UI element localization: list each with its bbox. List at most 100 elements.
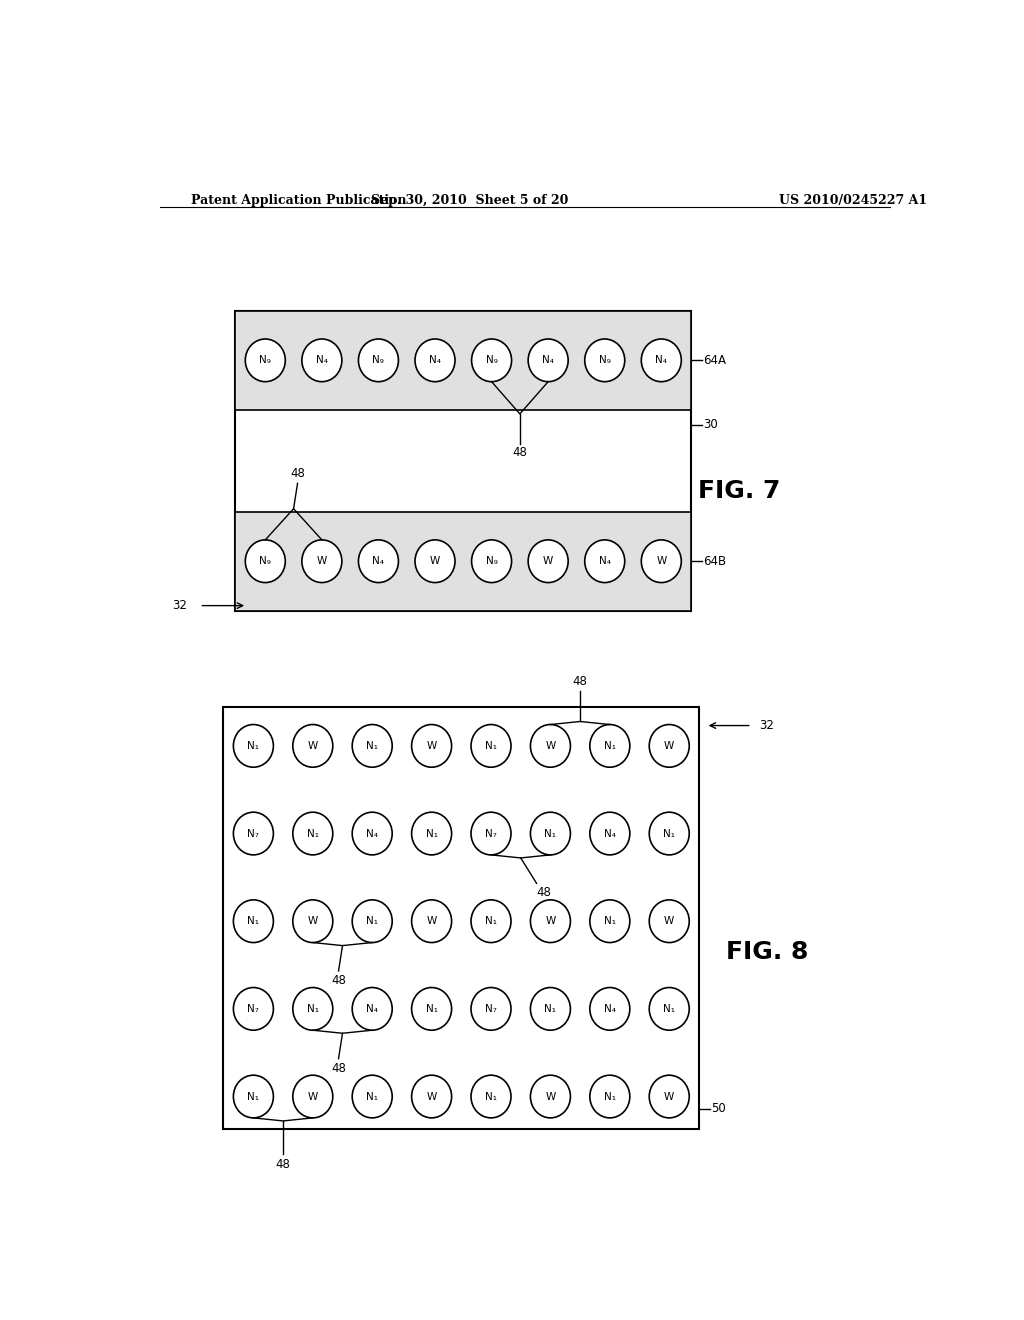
Text: N₄: N₄ (655, 355, 668, 366)
Text: N₁: N₁ (604, 741, 615, 751)
Ellipse shape (528, 339, 568, 381)
Ellipse shape (293, 812, 333, 855)
Text: N₁: N₁ (367, 916, 378, 927)
Text: 48: 48 (512, 446, 527, 459)
Text: N₁: N₁ (426, 829, 437, 838)
Text: N₇: N₇ (485, 1005, 497, 1014)
Ellipse shape (293, 987, 333, 1030)
Ellipse shape (412, 987, 452, 1030)
Text: W: W (665, 916, 675, 927)
Text: N₉: N₉ (259, 556, 271, 566)
Text: N₁: N₁ (485, 916, 497, 927)
Text: 32: 32 (759, 719, 774, 733)
Text: US 2010/0245227 A1: US 2010/0245227 A1 (778, 194, 927, 207)
Ellipse shape (246, 339, 286, 381)
FancyBboxPatch shape (223, 708, 699, 1129)
Text: Sep. 30, 2010  Sheet 5 of 20: Sep. 30, 2010 Sheet 5 of 20 (371, 194, 568, 207)
Text: N₁: N₁ (307, 829, 318, 838)
Text: N₁: N₁ (664, 1005, 675, 1014)
Ellipse shape (302, 339, 342, 381)
FancyBboxPatch shape (236, 512, 691, 611)
Text: N₄: N₄ (373, 556, 384, 566)
Text: W: W (316, 556, 327, 566)
Ellipse shape (585, 540, 625, 582)
Ellipse shape (649, 812, 689, 855)
Text: 48: 48 (331, 974, 346, 987)
Ellipse shape (233, 812, 273, 855)
Ellipse shape (293, 900, 333, 942)
Text: N₉: N₉ (599, 355, 610, 366)
Ellipse shape (472, 339, 512, 381)
Text: N₁: N₁ (248, 741, 259, 751)
Ellipse shape (641, 540, 681, 582)
Text: W: W (426, 1092, 436, 1101)
Text: N₁: N₁ (545, 1005, 556, 1014)
Ellipse shape (590, 725, 630, 767)
Text: N₄: N₄ (367, 1005, 378, 1014)
Ellipse shape (293, 725, 333, 767)
Text: 48: 48 (572, 675, 588, 688)
Text: 30: 30 (703, 418, 718, 432)
Text: W: W (665, 1092, 675, 1101)
Text: N₁: N₁ (545, 829, 556, 838)
Text: W: W (665, 741, 675, 751)
Text: 48: 48 (537, 887, 552, 899)
Ellipse shape (590, 900, 630, 942)
Ellipse shape (233, 725, 273, 767)
Text: N₉: N₉ (485, 556, 498, 566)
Ellipse shape (472, 540, 512, 582)
Ellipse shape (302, 540, 342, 582)
Ellipse shape (471, 900, 511, 942)
Ellipse shape (530, 812, 570, 855)
Ellipse shape (471, 725, 511, 767)
Ellipse shape (641, 339, 681, 381)
Text: N₁: N₁ (604, 1092, 615, 1101)
Text: 32: 32 (172, 599, 187, 612)
Ellipse shape (352, 725, 392, 767)
Ellipse shape (530, 987, 570, 1030)
Text: W: W (543, 556, 553, 566)
Text: N₄: N₄ (542, 355, 554, 366)
Text: W: W (426, 741, 436, 751)
Ellipse shape (415, 540, 455, 582)
Text: Patent Application Publication: Patent Application Publication (191, 194, 407, 207)
Text: N₁: N₁ (367, 1092, 378, 1101)
Text: N₄: N₄ (604, 1005, 615, 1014)
Ellipse shape (649, 725, 689, 767)
Text: N₁: N₁ (485, 741, 497, 751)
Ellipse shape (530, 1076, 570, 1118)
Text: W: W (546, 1092, 556, 1101)
Ellipse shape (649, 1076, 689, 1118)
Ellipse shape (352, 900, 392, 942)
Ellipse shape (530, 900, 570, 942)
Text: N₁: N₁ (248, 1092, 259, 1101)
Text: N₄: N₄ (367, 829, 378, 838)
Ellipse shape (293, 1076, 333, 1118)
Ellipse shape (412, 725, 452, 767)
Text: 50: 50 (712, 1102, 726, 1115)
Ellipse shape (471, 1076, 511, 1118)
Ellipse shape (358, 540, 398, 582)
Ellipse shape (412, 1076, 452, 1118)
Text: N₉: N₉ (485, 355, 498, 366)
Text: FIG. 7: FIG. 7 (698, 479, 780, 503)
Ellipse shape (471, 812, 511, 855)
Text: N₁: N₁ (604, 916, 615, 927)
Ellipse shape (590, 987, 630, 1030)
Ellipse shape (585, 339, 625, 381)
Ellipse shape (530, 725, 570, 767)
Text: N₉: N₉ (373, 355, 384, 366)
Text: N₁: N₁ (485, 1092, 497, 1101)
Ellipse shape (471, 987, 511, 1030)
Text: N₁: N₁ (664, 829, 675, 838)
Text: N₁: N₁ (248, 916, 259, 927)
Text: W: W (430, 556, 440, 566)
Text: 64A: 64A (703, 354, 726, 367)
Ellipse shape (352, 987, 392, 1030)
FancyBboxPatch shape (236, 312, 691, 409)
Text: N₄: N₄ (604, 829, 615, 838)
Ellipse shape (649, 900, 689, 942)
Ellipse shape (412, 900, 452, 942)
Text: N₁: N₁ (426, 1005, 437, 1014)
Ellipse shape (649, 987, 689, 1030)
